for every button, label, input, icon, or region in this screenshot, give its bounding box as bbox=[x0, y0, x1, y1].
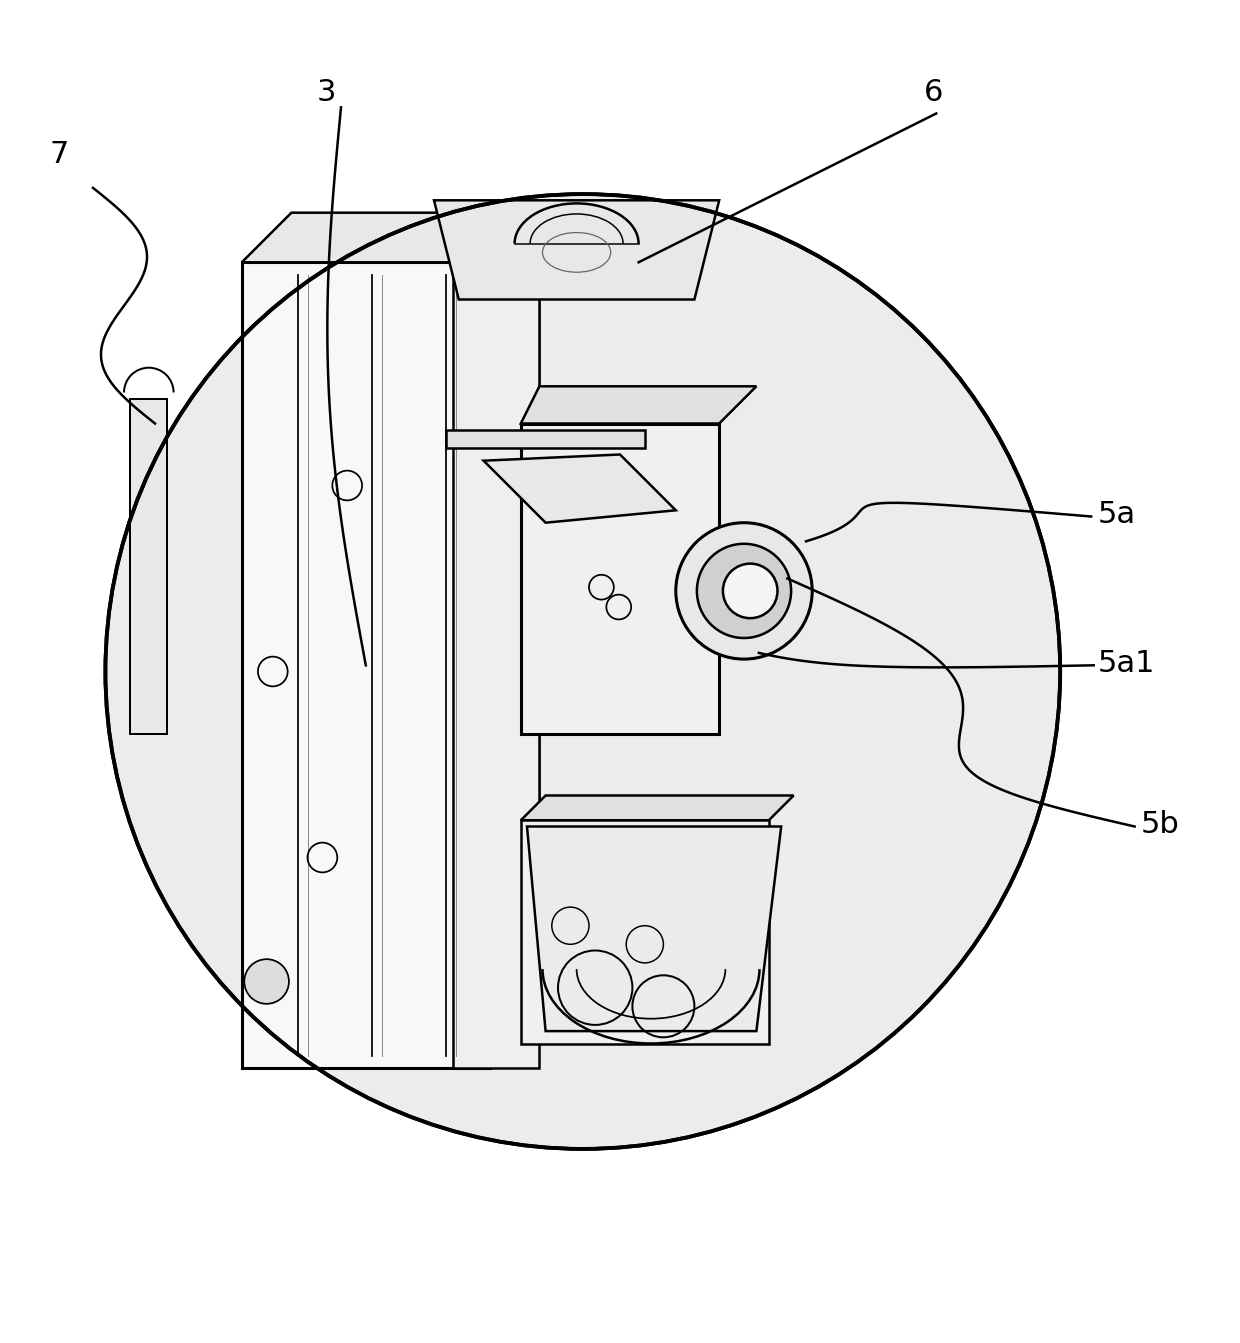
Polygon shape bbox=[521, 423, 719, 733]
Polygon shape bbox=[453, 262, 539, 1068]
Polygon shape bbox=[242, 262, 490, 1068]
Polygon shape bbox=[521, 795, 794, 821]
Polygon shape bbox=[521, 387, 756, 423]
Polygon shape bbox=[521, 821, 769, 1044]
Circle shape bbox=[105, 195, 1060, 1148]
Polygon shape bbox=[130, 399, 167, 733]
Polygon shape bbox=[484, 454, 676, 522]
Polygon shape bbox=[490, 212, 539, 1068]
Text: 5a1: 5a1 bbox=[1097, 649, 1154, 677]
Circle shape bbox=[723, 564, 777, 618]
Circle shape bbox=[244, 959, 289, 1003]
Circle shape bbox=[676, 522, 812, 659]
Polygon shape bbox=[446, 430, 645, 449]
Text: 5a: 5a bbox=[1097, 500, 1136, 529]
Circle shape bbox=[697, 544, 791, 638]
Polygon shape bbox=[434, 200, 719, 299]
Polygon shape bbox=[527, 826, 781, 1031]
Text: 5b: 5b bbox=[1141, 810, 1179, 838]
Text: 7: 7 bbox=[50, 140, 69, 169]
Polygon shape bbox=[242, 212, 539, 262]
Text: 3: 3 bbox=[316, 78, 336, 107]
Text: 6: 6 bbox=[924, 78, 944, 107]
